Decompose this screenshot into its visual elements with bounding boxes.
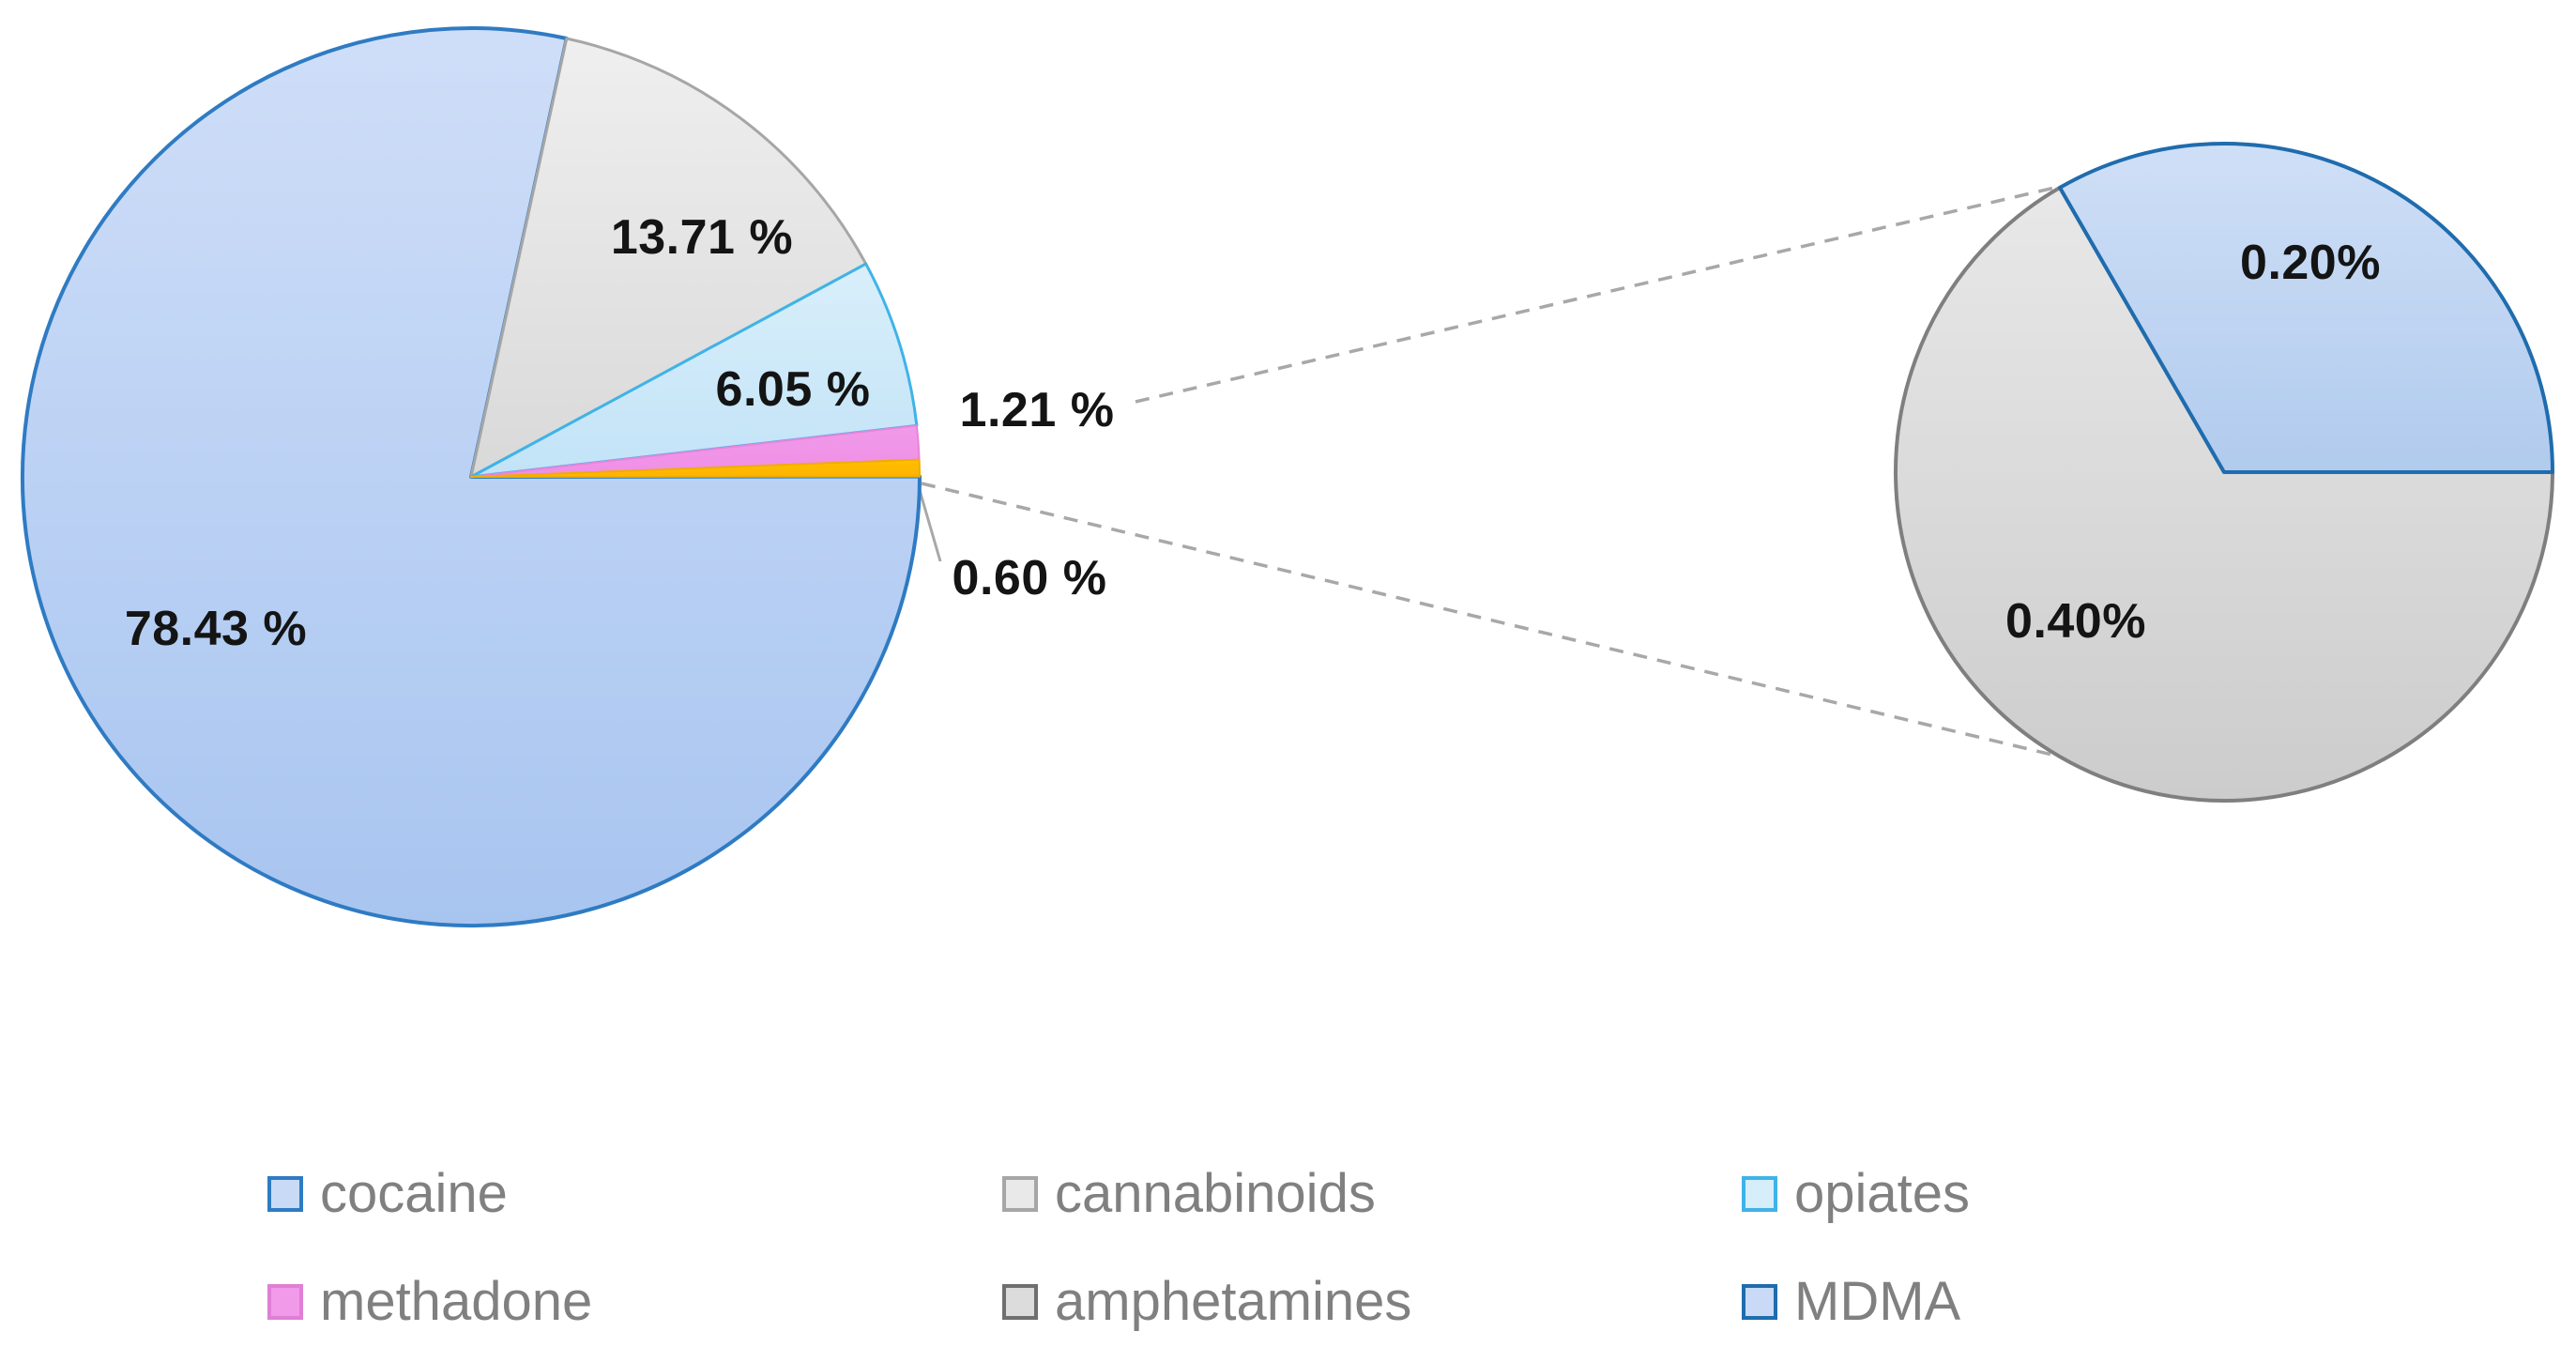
slice-label-cocaine: 78.43 % <box>124 602 308 656</box>
legend-label-amphetamines: amphetamines <box>1055 1271 1412 1332</box>
pie-slice-cannabinoids <box>469 37 868 479</box>
legend-item-cannabinoids: cannabinoids <box>1002 1167 1376 1221</box>
legend-swatch-cocaine <box>267 1176 303 1212</box>
legend-item-cocaine: cocaine <box>267 1167 508 1221</box>
slice-label-amphetamines: 0.40% <box>2005 594 2146 649</box>
legend-item-amphetamines: amphetamines <box>1002 1275 1411 1329</box>
connector-line <box>1135 184 2064 404</box>
legend-label-cocaine: cocaine <box>320 1163 508 1224</box>
slice-label-other: 0.60 % <box>952 551 1107 605</box>
legend-item-opiates: opiates <box>1742 1167 1970 1221</box>
connector-line <box>921 482 2061 758</box>
legend-item-MDMA: MDMA <box>1742 1275 1960 1329</box>
legend-swatch-MDMA <box>1742 1284 1777 1320</box>
pie-slice-other <box>470 458 921 478</box>
legend-label-opiates: opiates <box>1794 1163 1971 1224</box>
legend-label-methadone: methadone <box>320 1271 593 1332</box>
pie-slice-MDMA <box>2058 142 2554 474</box>
slice-label-MDMA: 0.20% <box>2240 236 2381 290</box>
legend-swatch-amphetamines <box>1002 1284 1038 1320</box>
legend-item-methadone: methadone <box>267 1275 592 1329</box>
connector-lines-layer <box>915 184 2064 758</box>
pie-slice-opiates <box>469 262 919 479</box>
legend-swatch-opiates <box>1742 1176 1777 1212</box>
pies-layer <box>21 26 2554 927</box>
slice-label-cannabinoids: 13.71 % <box>610 210 794 265</box>
pie-slice-amphetamines <box>1894 185 2554 803</box>
legend-swatch-methadone <box>267 1284 303 1320</box>
legend-label-cannabinoids: cannabinoids <box>1055 1163 1376 1224</box>
legend-label-MDMA: MDMA <box>1794 1271 1961 1332</box>
slice-label-opiates: 6.05 % <box>715 362 871 417</box>
slice-label-methadone: 1.21 % <box>959 383 1115 437</box>
legend-swatch-cannabinoids <box>1002 1176 1038 1212</box>
